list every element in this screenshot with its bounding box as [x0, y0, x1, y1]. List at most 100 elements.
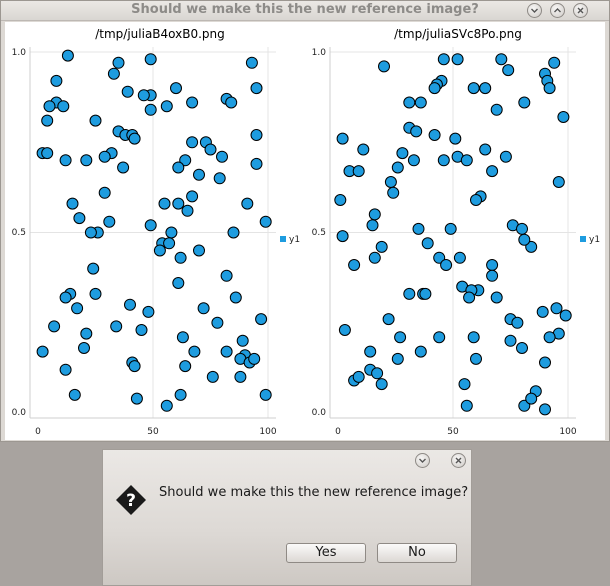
- left-y-tick-0: 0.0: [12, 408, 27, 418]
- right-scatter-point: [440, 259, 453, 271]
- left-scatter-point: [84, 226, 97, 239]
- left-x-tick-0: 0: [35, 427, 41, 437]
- right-scatter-point: [453, 251, 466, 264]
- right-scatter-point: [375, 378, 388, 391]
- dialog-message: Should we make this the new reference im…: [159, 485, 469, 500]
- right-scatter-point: [516, 342, 528, 354]
- right-scatter-point: [504, 334, 517, 347]
- left-scatter-point: [181, 204, 194, 217]
- no-button[interactable]: No: [377, 543, 457, 563]
- right-x-tick-100: 100: [559, 427, 576, 437]
- left-scatter-point: [153, 244, 166, 257]
- right-scatter-point: [467, 331, 480, 344]
- left-scatter-point: [158, 197, 171, 210]
- left-scatter-point: [176, 331, 189, 344]
- left-scatter-point: [59, 291, 72, 304]
- left-scatter-point: [163, 237, 176, 250]
- yes-button[interactable]: Yes: [286, 543, 366, 563]
- minimize-button[interactable]: [527, 3, 542, 18]
- right-y-tick-0: 0.0: [312, 408, 327, 418]
- chevron-down-icon: [531, 8, 538, 13]
- left-scatter-point: [174, 388, 187, 401]
- left-scatter-point: [216, 150, 228, 163]
- left-x-tick-100: 100: [259, 427, 276, 437]
- right-scatter-point: [449, 132, 462, 145]
- right-scatter-point: [391, 161, 404, 174]
- right-scatter-point: [407, 154, 420, 167]
- close-button[interactable]: [573, 3, 588, 18]
- left-scatter-point: [174, 251, 187, 264]
- left-scatter-point: [179, 360, 192, 373]
- left-x-tick-50: 50: [147, 427, 159, 437]
- left-scatter-point: [107, 67, 120, 80]
- left-scatter-point: [89, 287, 102, 300]
- left-y-tick-05: 0.5: [12, 228, 26, 238]
- left-scatter-point: [172, 277, 185, 289]
- left-scatter-point: [142, 305, 155, 318]
- left-scatter-point: [160, 100, 173, 113]
- right-scatter-point: [516, 222, 528, 235]
- left-scatter-point: [197, 302, 210, 315]
- left-legend-marker: [280, 236, 286, 242]
- left-scatter-point: [59, 363, 72, 376]
- right-scatter-point: [444, 222, 457, 235]
- left-scatter-point: [227, 226, 240, 239]
- right-scatter-point: [479, 82, 492, 95]
- dialog-close-button[interactable]: [451, 453, 466, 468]
- right-scatter-point: [495, 53, 508, 66]
- right-scatter-point: [419, 287, 432, 300]
- left-legend-label: y1: [289, 235, 300, 245]
- right-scatter-point: [384, 176, 397, 188]
- right-scatter-point: [414, 345, 427, 358]
- left-scatter-point: [245, 56, 258, 69]
- right-scatter-point: [368, 251, 381, 264]
- left-scatter-point: [250, 82, 263, 95]
- close-icon: [577, 7, 584, 14]
- svg-text:?: ?: [126, 491, 136, 511]
- right-x-tick-0: 0: [335, 427, 341, 437]
- right-scatter-point: [366, 219, 379, 232]
- right-scatter-point: [525, 240, 538, 253]
- left-scatter-point: [80, 154, 93, 167]
- left-scatter-point: [48, 320, 61, 333]
- left-scatter-point: [71, 302, 84, 315]
- left-scatter-point: [41, 147, 54, 160]
- left-scatter-point: [259, 388, 272, 401]
- left-scatter-point: [137, 89, 150, 102]
- left-scatter-point: [179, 154, 192, 167]
- right-scatter-point: [479, 143, 492, 156]
- maximize-button[interactable]: [550, 3, 565, 18]
- right-scatter-point: [539, 403, 551, 416]
- left-scatter-point: [80, 327, 93, 340]
- left-scatter-point: [59, 154, 72, 167]
- right-scatter-point: [394, 331, 407, 344]
- right-scatter-point: [421, 237, 434, 250]
- left-scatter-point: [172, 197, 185, 210]
- reference-image-window: Should we make this the new reference im…: [0, 0, 610, 442]
- right-scatter-point: [511, 316, 524, 329]
- left-scatter-point: [204, 143, 217, 156]
- right-scatter-point: [502, 64, 515, 77]
- right-scatter-point: [433, 251, 446, 264]
- right-scatter-point: [518, 96, 531, 109]
- left-scatter-point: [73, 212, 86, 225]
- left-scatter-point: [112, 56, 125, 69]
- right-x-tick-50: 50: [447, 427, 459, 437]
- right-scatter-point: [525, 392, 538, 405]
- right-scatter-point: [552, 176, 565, 188]
- scatter-plots: /tmp/juliaB4oxB0.png 1.0 0.5 0.0 0 50 10…: [12, 27, 600, 437]
- right-scatter-point: [543, 331, 556, 344]
- left-scatter-point: [186, 96, 199, 109]
- left-scatter-point: [98, 186, 111, 199]
- right-scatter-point: [403, 287, 416, 300]
- confirm-dialog: ? Should we make this the new reference …: [102, 449, 472, 586]
- left-scatter-point: [211, 316, 224, 329]
- left-scatter-point: [206, 370, 219, 383]
- right-scatter-point: [336, 230, 349, 243]
- right-scatter-point: [470, 194, 482, 206]
- dialog-minimize-button[interactable]: [415, 453, 430, 468]
- right-scatter-point: [334, 194, 347, 206]
- right-scatter-point: [458, 378, 471, 391]
- right-scatter-point: [550, 302, 563, 315]
- left-scatter-point: [160, 399, 173, 412]
